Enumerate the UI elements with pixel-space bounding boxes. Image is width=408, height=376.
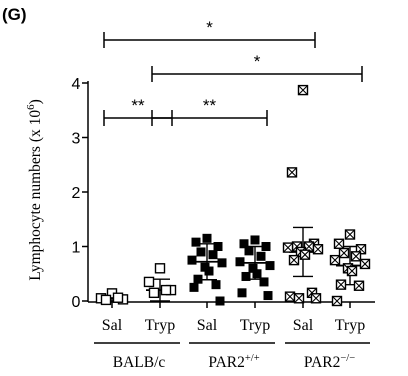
data-point (261, 242, 271, 251)
group-labels: BALB/c PAR2+/+ PAR2−/− (94, 342, 370, 371)
data-point (193, 274, 203, 284)
data-point (241, 271, 251, 281)
data-point (284, 291, 296, 302)
data-point (263, 291, 273, 301)
data-point (286, 167, 298, 178)
data-point (100, 294, 112, 306)
panel-label: (G) (2, 5, 27, 24)
data-point (256, 251, 266, 261)
x-category-label: Sal (197, 317, 218, 334)
data-point (235, 257, 245, 267)
data-point (293, 293, 305, 304)
data-point (248, 263, 258, 273)
data-point (143, 276, 155, 288)
data-point (282, 242, 294, 253)
data-point (335, 279, 347, 290)
data-point (160, 284, 172, 296)
data-point (259, 277, 269, 287)
significance-label: ** (131, 96, 145, 115)
data-point (297, 84, 309, 96)
data-point (333, 238, 345, 249)
data-point (346, 265, 358, 277)
significance-label: ** (203, 96, 217, 115)
y-tick-label: 3 (72, 131, 81, 148)
data-point (359, 258, 371, 270)
data-point (215, 296, 225, 306)
data-point (204, 266, 214, 276)
data-points (95, 84, 371, 307)
y-tick-label: 2 (72, 185, 81, 202)
group-label: PAR2−/− (304, 353, 355, 371)
data-point (189, 282, 199, 292)
data-point (244, 246, 254, 256)
group-label: PAR2+/+ (208, 353, 259, 371)
group-label: BALB/c (113, 354, 166, 371)
data-point (154, 263, 166, 274)
data-point (338, 247, 350, 259)
data-point (239, 239, 249, 249)
summary-bars (98, 226, 364, 302)
data-point (187, 255, 197, 265)
axes: 0 1 2 3 4 (72, 76, 375, 311)
data-point (331, 295, 343, 307)
data-point (353, 280, 365, 291)
x-category-label: Sal (102, 317, 123, 334)
significance-label: * (206, 18, 213, 37)
data-point (237, 288, 247, 298)
data-point (202, 233, 212, 243)
y-axis-label: Lymphocyte numbers (x 106) (25, 99, 44, 281)
data-point (310, 293, 322, 304)
y-tick-label: 0 (72, 294, 81, 311)
data-point (344, 229, 356, 240)
data-point (252, 269, 262, 279)
significance-label: * (254, 52, 261, 71)
data-point (208, 250, 218, 260)
x-axis-labels: Sal Tryp Sal Tryp Sal Tryp (102, 317, 366, 334)
data-point (112, 292, 124, 303)
data-point (250, 235, 260, 245)
x-category-label: Sal (293, 317, 314, 334)
data-point (211, 280, 221, 290)
significance-brackets: **** ** (103, 18, 363, 126)
y-tick-label: 4 (72, 76, 81, 93)
data-point (299, 249, 311, 260)
data-point (148, 287, 160, 299)
data-point (329, 254, 341, 266)
data-point (191, 237, 201, 247)
data-point (312, 244, 324, 255)
y-axis-title: Lymphocyte numbers (x 106) (25, 99, 44, 281)
x-category-label: Tryp (335, 317, 366, 334)
data-point (196, 247, 206, 257)
y-tick-label: 1 (72, 240, 81, 257)
data-point (350, 251, 362, 262)
data-point (265, 261, 275, 271)
x-category-label: Tryp (145, 317, 176, 334)
data-point (288, 254, 300, 266)
data-point (213, 242, 223, 251)
x-category-label: Tryp (240, 317, 271, 334)
data-point (217, 258, 227, 268)
